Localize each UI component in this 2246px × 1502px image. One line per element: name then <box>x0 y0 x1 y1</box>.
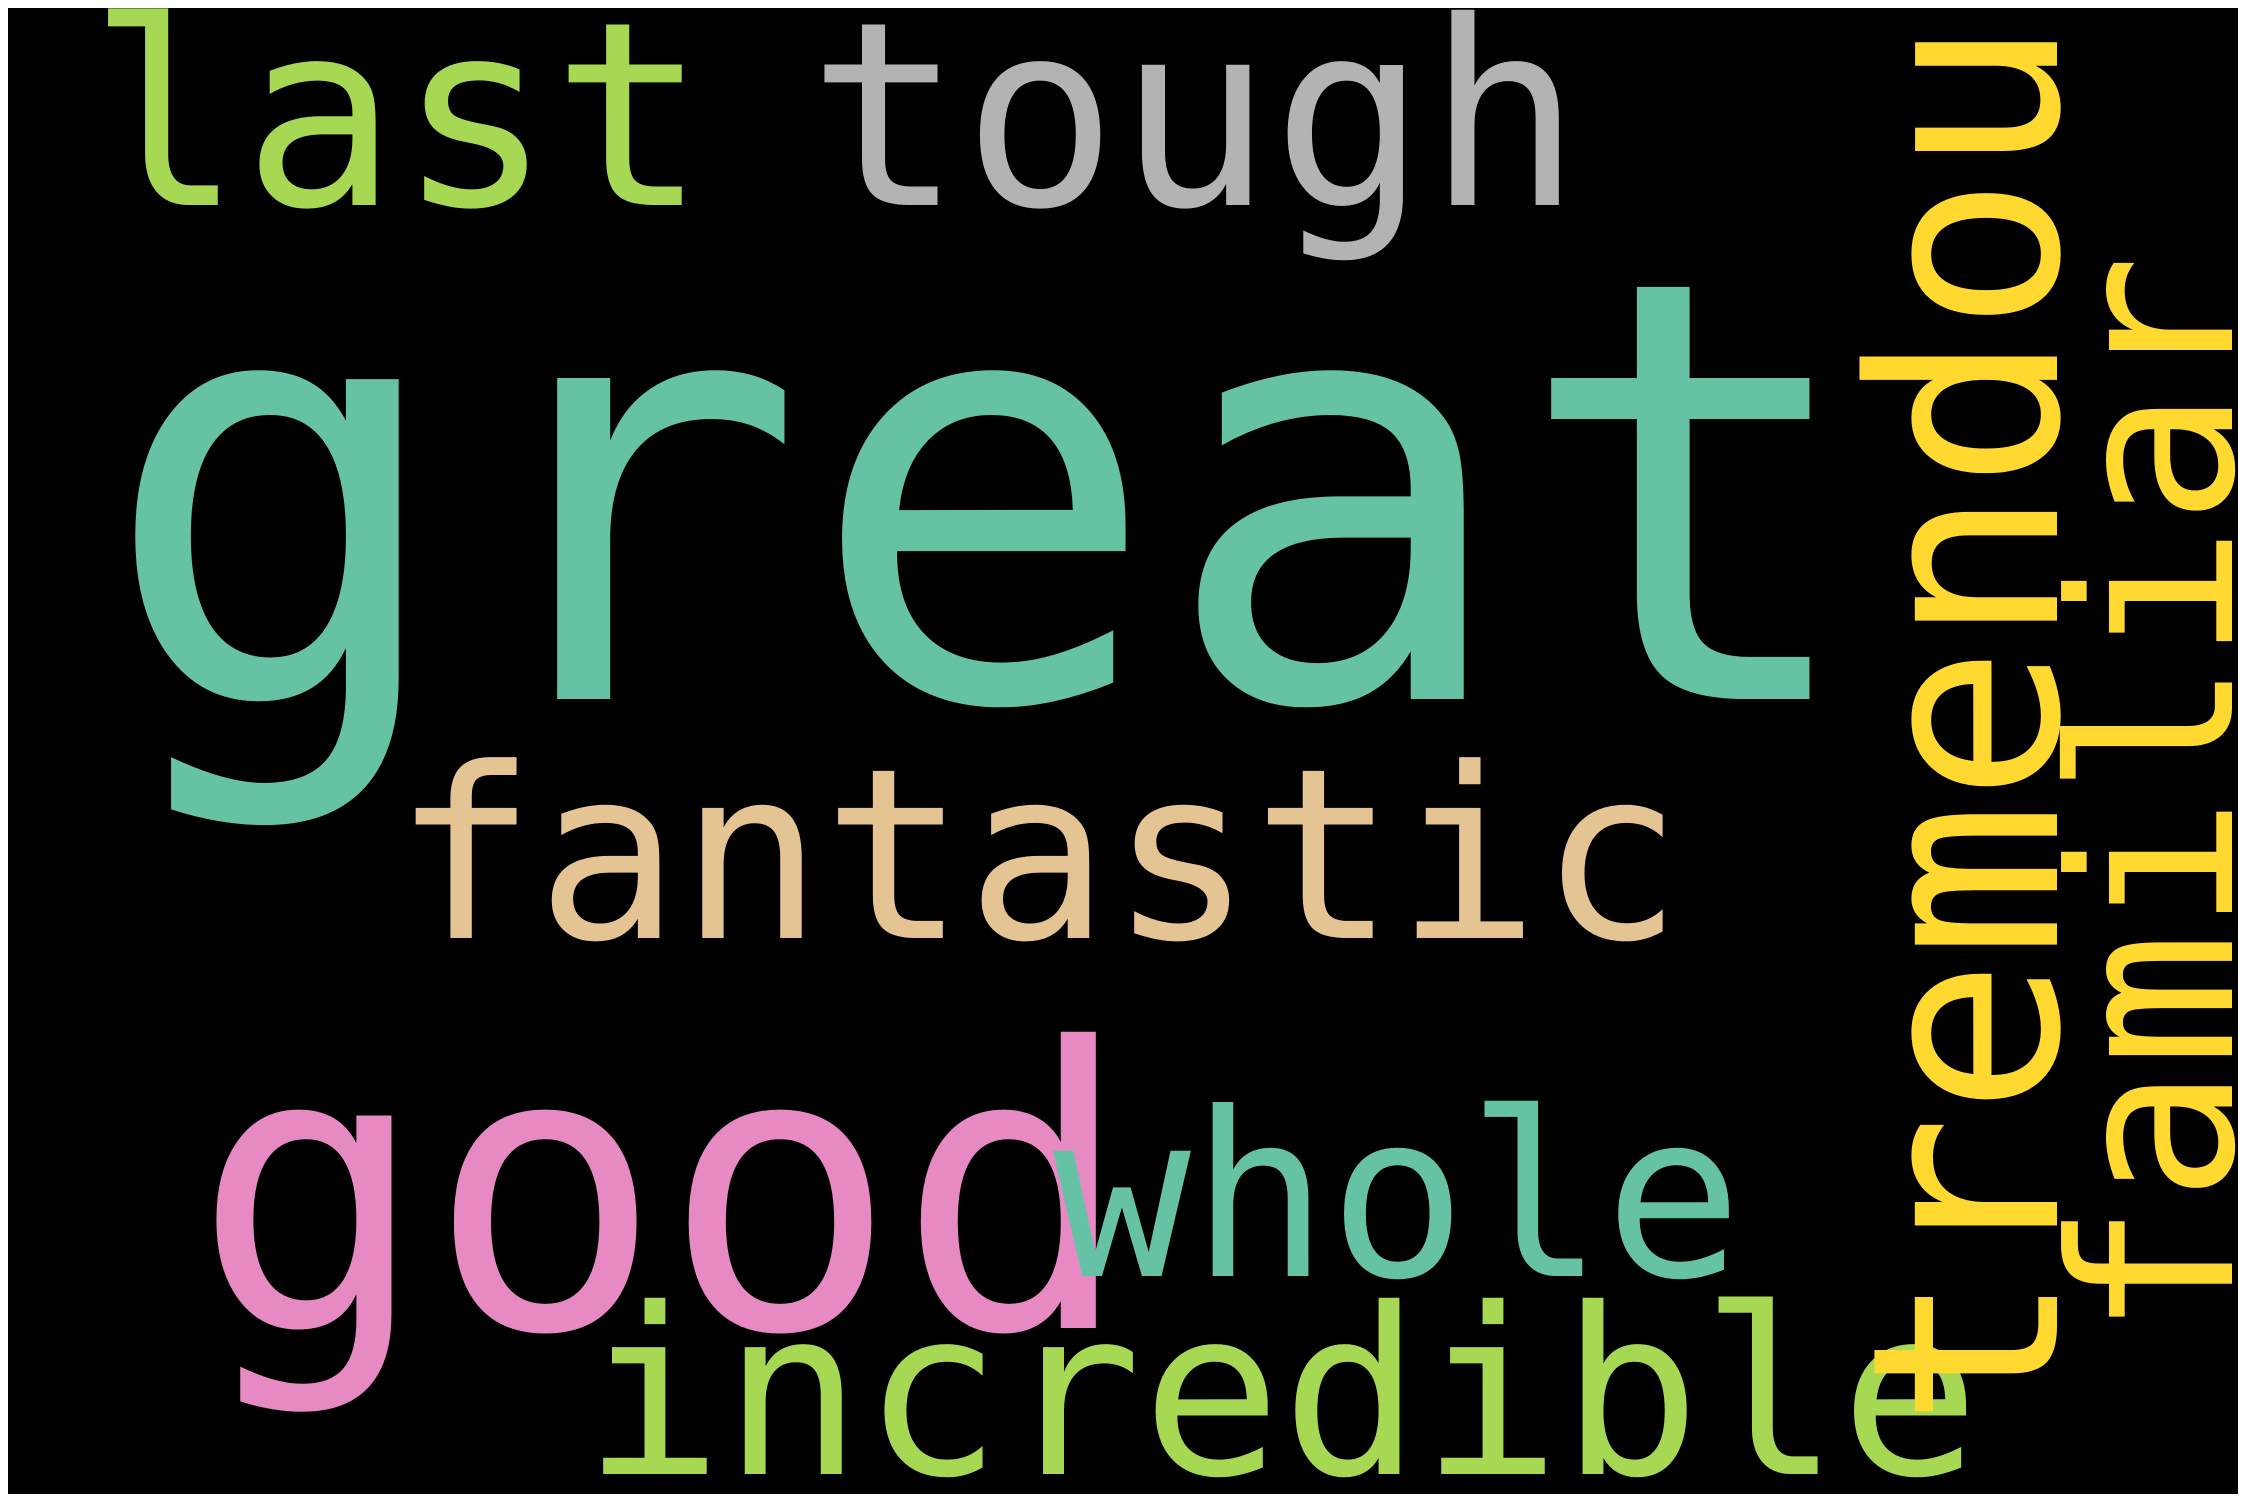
word-whole: whole <box>1053 1064 1743 1331</box>
word-familiar: familiar <box>2024 254 2238 1338</box>
word-good: good <box>193 966 1133 1420</box>
word-fantastic: fantastic <box>393 718 1683 995</box>
word-cloud: great last tough fantastic good whole in… <box>8 8 2238 1494</box>
word-incredible: incredible <box>583 1259 1980 1494</box>
word-last: last <box>88 8 707 266</box>
word-tough: tough <box>808 8 1582 266</box>
word-great: great <box>100 155 1868 838</box>
